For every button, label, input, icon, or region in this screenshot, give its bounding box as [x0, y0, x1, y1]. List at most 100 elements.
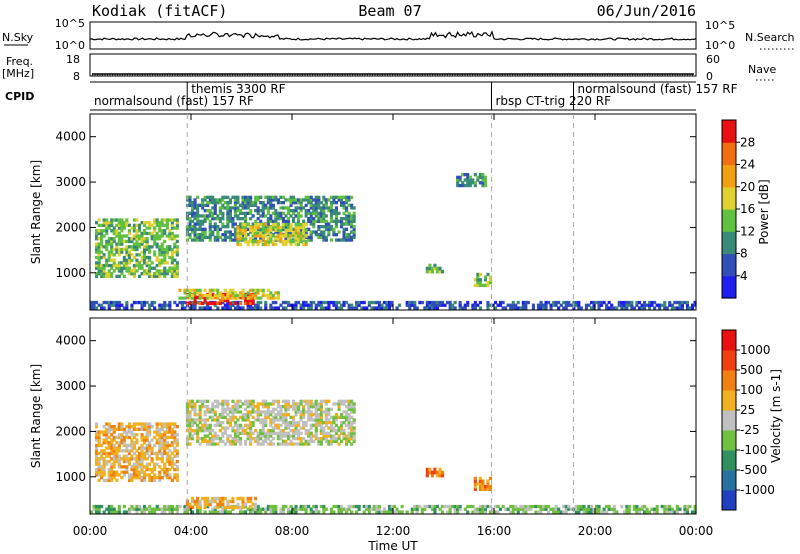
heatmap-cell	[256, 410, 260, 414]
heatmap-cell	[251, 214, 255, 218]
heatmap-cell	[279, 231, 283, 235]
heatmap-cell	[107, 478, 111, 482]
heatmap-cell	[206, 306, 210, 310]
heatmap-cell	[130, 438, 134, 442]
heatmap-cell	[332, 421, 336, 425]
heatmap-cell	[324, 235, 328, 239]
heatmap-cell	[120, 223, 124, 227]
heatmap-cell	[685, 300, 689, 305]
heatmap-cell	[312, 222, 316, 226]
heatmap-cell	[112, 473, 116, 477]
heatmap-cell	[201, 301, 205, 306]
heatmap-cell	[239, 242, 243, 247]
velocity-ylabel: Slant Range [km]	[29, 364, 43, 468]
heatmap-cell	[622, 303, 626, 307]
heatmap-cell	[223, 233, 227, 237]
heatmap-cell	[122, 427, 126, 431]
heatmap-cell	[261, 228, 265, 232]
heatmap-cell	[309, 423, 313, 427]
heatmap-cell	[327, 399, 331, 403]
heatmap-cell	[259, 296, 263, 300]
heatmap-cell	[340, 217, 344, 221]
heatmap-cell	[281, 234, 285, 238]
heatmap-cell	[188, 219, 192, 223]
heatmap-cell	[428, 300, 432, 305]
heatmap-cell	[473, 300, 477, 305]
heatmap-cell	[319, 211, 323, 215]
heatmap-cell	[352, 211, 356, 215]
heatmap-cell	[337, 437, 341, 441]
heatmap-cell	[226, 293, 230, 298]
heatmap-cell	[241, 206, 245, 210]
heatmap-cell	[218, 429, 222, 433]
heatmap-cell	[269, 429, 273, 433]
heatmap-cell	[160, 261, 164, 265]
heatmap-cell	[125, 303, 129, 307]
heatmap-cell	[95, 454, 99, 458]
heatmap-cell	[208, 238, 212, 242]
heatmap-cell	[120, 438, 124, 442]
heatmap-cell	[468, 181, 472, 185]
heatmap-cell	[307, 439, 311, 443]
heatmap-cell	[165, 467, 169, 472]
heatmap-cell	[160, 258, 164, 262]
heatmap-cell	[132, 443, 136, 448]
heatmap-cell	[216, 402, 220, 406]
heatmap-cell	[688, 306, 692, 310]
heatmap-cell	[287, 437, 291, 441]
heatmap-cell	[231, 399, 235, 403]
heatmap-cell	[276, 198, 280, 202]
heatmap-cell	[367, 303, 371, 307]
heatmap-cell	[249, 228, 253, 232]
heatmap-cell	[334, 209, 338, 213]
heatmap-cell	[334, 300, 338, 305]
heatmap-cell	[107, 459, 111, 464]
heatmap-cell	[231, 415, 235, 419]
heatmap-cell	[241, 505, 245, 510]
heatmap-cell	[188, 426, 192, 430]
heatmap-cell	[185, 413, 189, 417]
heatmap-cell	[198, 413, 202, 417]
heatmap-cell	[683, 300, 687, 305]
heatmap-cell	[478, 181, 482, 185]
heatmap-cell	[294, 413, 298, 417]
heatmap-cell	[138, 459, 142, 464]
heatmap-cell	[236, 296, 240, 300]
heatmap-cell	[274, 217, 278, 221]
heatmap-cell	[249, 306, 253, 310]
heatmap-cell	[251, 201, 255, 205]
heatmap-cell	[473, 479, 477, 483]
heatmap-cell	[516, 300, 520, 305]
heatmap-cell	[276, 442, 280, 446]
heatmap-cell	[251, 502, 255, 507]
heatmap-cell	[191, 225, 195, 229]
heatmap-cell	[370, 507, 374, 511]
heatmap-cell	[120, 237, 124, 241]
heatmap-cell	[516, 507, 520, 511]
heatmap-cell	[314, 426, 318, 430]
heatmap-cell	[148, 223, 152, 227]
heatmap-cell	[617, 300, 621, 305]
heatmap-cell	[276, 296, 280, 300]
heatmap-cell	[170, 258, 174, 262]
heatmap-cell	[249, 225, 253, 230]
heatmap-cell	[579, 504, 583, 509]
heatmap-cell	[309, 214, 313, 218]
heatmap-cell	[163, 465, 167, 469]
heatmap-cell	[352, 225, 356, 229]
heatmap-cell	[153, 507, 157, 511]
heatmap-cell	[494, 504, 498, 509]
heatmap-cell	[347, 219, 351, 223]
heatmap-cell	[334, 415, 338, 419]
heatmap-cell	[112, 430, 116, 434]
heatmap-cell	[347, 407, 351, 411]
heatmap-cell	[153, 272, 157, 276]
heatmap-cell	[292, 219, 296, 223]
heatmap-cell	[483, 283, 487, 287]
heatmap-cell	[203, 505, 207, 510]
heatmap-cell	[110, 239, 114, 244]
heatmap-cell	[319, 426, 323, 430]
heatmap-cell	[115, 234, 119, 238]
heatmap-cell	[264, 195, 268, 199]
